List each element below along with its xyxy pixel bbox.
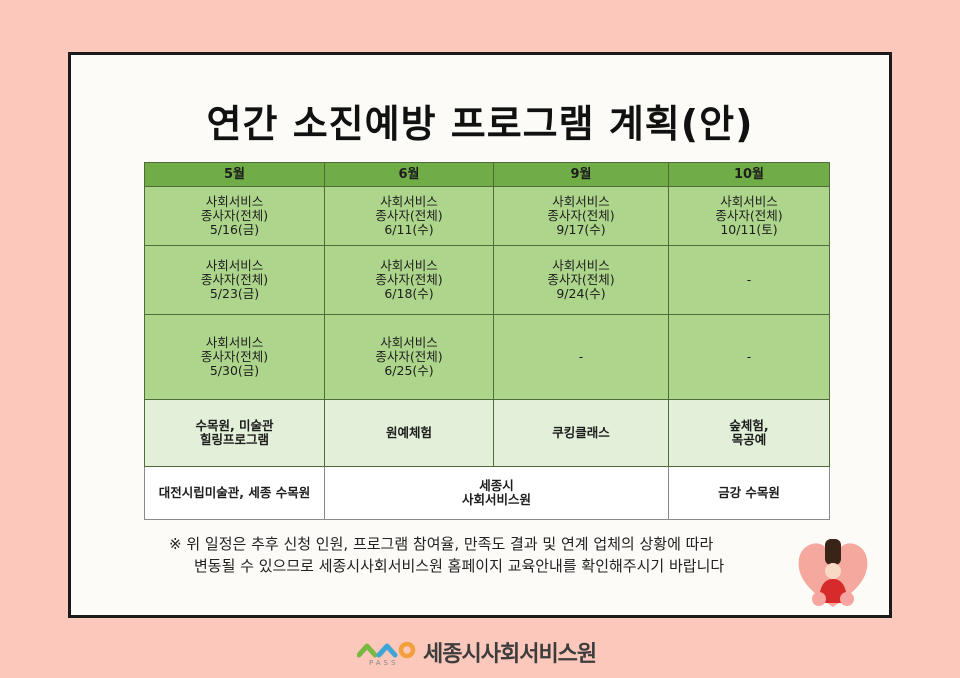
header-september: 9월 xyxy=(493,162,669,187)
session-cell: 사회서비스 종사자(전체) 6/25(수) xyxy=(324,314,494,400)
logo-sub-text: PASS xyxy=(369,659,399,667)
notice-line-1: ※ 위 일정은 추후 신청 인원, 프로그램 참여율, 만족도 결과 및 연계 … xyxy=(169,535,714,553)
poster-frame: 연간 소진예방 프로그램 계획(안) 5월 6월 9월 10월 사회서비스 종사… xyxy=(68,52,892,618)
place-cell-jun-sep: 세종시 사회서비스원 xyxy=(324,466,669,520)
mascot-heart-icon xyxy=(795,533,871,613)
page-title: 연간 소진예방 프로그램 계획(안) xyxy=(206,102,754,146)
schedule-table: 5월 6월 9월 10월 사회서비스 종사자(전체) 5/16(금) 사회서비스… xyxy=(144,162,830,520)
place-row: 대전시립미술관, 세종 수목원 세종시 사회서비스원 금강 수목원 xyxy=(144,466,830,520)
session-cell: - xyxy=(493,314,669,400)
header-june: 6월 xyxy=(324,162,494,187)
program-row: 수목원, 미술관 힐링프로그램 원예체험 쿠킹클래스 숲체험, 목공예 xyxy=(144,399,830,467)
program-cell: 쿠킹클래스 xyxy=(493,399,669,467)
header-row: 5월 6월 9월 10월 xyxy=(144,162,830,187)
header-october: 10월 xyxy=(668,162,830,187)
session-cell: - xyxy=(668,245,830,315)
session-cell: 사회서비스 종사자(전체) 5/16(금) xyxy=(144,186,325,246)
session-cell: 사회서비스 종사자(전체) 6/18(수) xyxy=(324,245,494,315)
notice-line-2: 변동될 수 있으므로 세종시사회서비스원 홈페이지 교육안내를 확인해주시기 바… xyxy=(194,557,725,575)
header-may: 5월 xyxy=(144,162,325,187)
footer-logo: PASS 세종시사회서비스원 xyxy=(356,636,597,668)
session-cell: 사회서비스 종사자(전체) 6/11(수) xyxy=(324,186,494,246)
session-cell: 사회서비스 종사자(전체) 9/24(수) xyxy=(493,245,669,315)
session-cell: 사회서비스 종사자(전체) 10/11(토) xyxy=(668,186,830,246)
program-cell: 숲체험, 목공예 xyxy=(668,399,830,467)
logo-mark-icon: PASS xyxy=(356,639,419,667)
session-row: 사회서비스 종사자(전체) 5/16(금) 사회서비스 종사자(전체) 6/11… xyxy=(144,186,830,246)
program-cell: 수목원, 미술관 힐링프로그램 xyxy=(144,399,325,467)
session-cell: - xyxy=(668,314,830,400)
program-cell: 원예체험 xyxy=(324,399,494,467)
session-cell: 사회서비스 종사자(전체) 5/30(금) xyxy=(144,314,325,400)
session-cell: 사회서비스 종사자(전체) 9/17(수) xyxy=(493,186,669,246)
session-cell: 사회서비스 종사자(전체) 5/23(금) xyxy=(144,245,325,315)
session-row: 사회서비스 종사자(전체) 5/23(금) 사회서비스 종사자(전체) 6/18… xyxy=(144,245,830,315)
place-cell-oct: 금강 수목원 xyxy=(668,466,830,520)
notice-text: ※ 위 일정은 추후 신청 인원, 프로그램 참여율, 만족도 결과 및 연계 … xyxy=(169,533,724,577)
logo-text: 세종시사회서비스원 xyxy=(423,642,597,667)
session-row: 사회서비스 종사자(전체) 5/30(금) 사회서비스 종사자(전체) 6/25… xyxy=(144,314,830,400)
place-cell-may: 대전시립미술관, 세종 수목원 xyxy=(144,466,325,520)
